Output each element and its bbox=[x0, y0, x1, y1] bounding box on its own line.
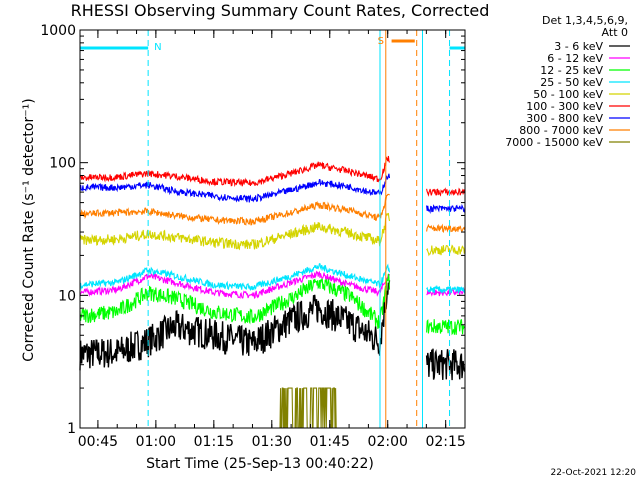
y-axis-label: Corrected Count Rate (s⁻¹ detector⁻¹) bbox=[21, 98, 37, 361]
series-line-7000-15000-kev bbox=[80, 387, 465, 429]
y-tick-label: 1000 bbox=[40, 23, 76, 39]
series-line-3-6-kev bbox=[79, 280, 466, 381]
x-tick-label: 00:45 bbox=[78, 434, 118, 450]
x-axis: 00:45 01:00 01:15 01:30 01:45 02:00 02:15 bbox=[78, 30, 466, 450]
legend-entry-label: 12 - 25 keV bbox=[540, 64, 603, 77]
y-axis: 1 10 100 1000 bbox=[40, 23, 465, 437]
y-tick-label: 1 bbox=[67, 421, 76, 437]
x-tick-label: 02:00 bbox=[368, 434, 408, 450]
legend-entry-label: 100 - 300 keV bbox=[526, 100, 603, 113]
chart-title: RHESSI Observing Summary Count Rates, Co… bbox=[71, 1, 490, 20]
plot-area: NS bbox=[79, 30, 466, 429]
plot-frame bbox=[79, 29, 466, 429]
x-tick-label: 02:15 bbox=[425, 434, 465, 450]
legend-entry-label: 50 - 100 keV bbox=[533, 88, 603, 101]
y-tick-label: 100 bbox=[49, 156, 76, 172]
legend-entry-label: 800 - 7000 keV bbox=[519, 124, 603, 137]
series-line-50-100-kev bbox=[79, 212, 466, 257]
x-axis-label: Start Time (25-Sep-13 00:40:22) bbox=[146, 456, 374, 472]
series-line-300-800-kev bbox=[79, 173, 466, 215]
legend-header-line: Det 1,3,4,5,6,9, bbox=[542, 14, 628, 27]
x-tick-label: 01:45 bbox=[310, 434, 350, 450]
night-flag-label: N bbox=[154, 42, 161, 53]
timestamp: 22-Oct-2021 12:20 bbox=[551, 468, 637, 478]
legend-entry-label: 7000 - 15000 keV bbox=[505, 136, 603, 149]
series-line-100-300-kev bbox=[79, 155, 466, 197]
legend-entry-label: 6 - 12 keV bbox=[547, 52, 603, 65]
series-line-25-50-kev bbox=[79, 263, 466, 294]
saa-flag-label: S bbox=[378, 36, 384, 47]
series-line-800-7000-kev bbox=[79, 193, 466, 234]
legend-entry-label: 300 - 800 keV bbox=[526, 112, 603, 125]
legend-entry-label: 25 - 50 keV bbox=[540, 76, 603, 89]
x-tick-label: 01:15 bbox=[194, 434, 234, 450]
x-tick-label: 01:30 bbox=[252, 434, 292, 450]
x-tick-label: 01:00 bbox=[136, 434, 176, 450]
y-tick-label: 10 bbox=[58, 288, 76, 304]
legend-header-line: Att 0 bbox=[602, 26, 628, 39]
series-line-12-25-kev bbox=[79, 273, 466, 336]
legend-entry-label: 3 - 6 keV bbox=[554, 40, 603, 53]
